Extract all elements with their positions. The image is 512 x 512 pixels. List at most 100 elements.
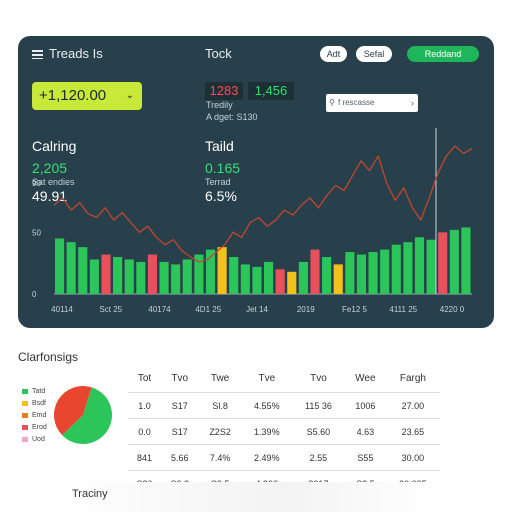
stat-left-value: 2,205 xyxy=(32,160,68,176)
x-tick-label: 4111 25 xyxy=(389,305,417,314)
volume-bar xyxy=(333,264,343,294)
volume-bar xyxy=(89,259,99,294)
volume-bar xyxy=(426,239,436,294)
table-cell: 27.00 xyxy=(385,392,440,419)
y-tick-label: 50 xyxy=(32,228,41,237)
table-header-cell: Tvo xyxy=(171,372,189,384)
table-cell: 2.49% xyxy=(241,444,293,471)
table-cell: 1.39% xyxy=(241,418,293,445)
tab-tock[interactable]: Tock xyxy=(205,46,232,61)
table-body: 1.0 S17 Sl.8 4.55% 115 36 1006 27.00 0.0 S17 Z2S2… xyxy=(128,392,440,496)
app-title: Treads Is xyxy=(32,46,103,61)
ticker-sub2: A dget: S130 xyxy=(206,112,258,122)
footer-title: Traciny xyxy=(72,488,108,500)
volume-bar xyxy=(217,247,227,294)
x-tick-label: 40114 xyxy=(51,305,73,314)
legend-label: Emd xyxy=(32,412,47,419)
legend-label: Uod xyxy=(32,436,45,443)
chevron-down-icon: ⌄ xyxy=(125,90,134,101)
table-cell: 0.0 xyxy=(128,418,161,445)
menu-icon[interactable] xyxy=(32,50,43,60)
price-tag-green: 1,456 xyxy=(248,82,294,100)
volume-bar xyxy=(264,261,274,294)
volume-bar xyxy=(229,257,239,294)
volume-bar xyxy=(205,249,216,294)
stat-right-value2: 6.5% xyxy=(205,188,237,204)
volume-bar xyxy=(287,271,297,294)
stat-left-title: Calring xyxy=(32,138,77,154)
volume-bar xyxy=(113,257,123,294)
volume-bar xyxy=(78,247,88,294)
legend-label: Tatd xyxy=(32,388,46,395)
volume-bar xyxy=(414,237,425,294)
section-title: Clarfonsigs xyxy=(18,350,79,364)
table-cell: 115 36 xyxy=(292,392,345,419)
table-row: 0.0 S17 Z2S2 1.39% S5.60 4.63 23.65 xyxy=(128,418,440,445)
x-tick-label: Jet 14 xyxy=(246,305,268,314)
volume-bar xyxy=(159,261,169,294)
table-cell: 30.00 xyxy=(385,444,440,471)
volume-bar xyxy=(345,252,355,294)
table-cell: S5.60 xyxy=(292,418,345,445)
table-cell: 4.63 xyxy=(344,418,386,445)
volume-bar xyxy=(66,242,76,294)
pill-sefal-button[interactable]: Sefal xyxy=(356,46,392,62)
table-header-row: Tot Tvo Twe Tve Tvo Wee Fargh xyxy=(128,364,440,393)
volume-bar xyxy=(171,264,181,294)
legend-swatch xyxy=(22,400,28,406)
volume-bar xyxy=(449,229,459,294)
volume-bar xyxy=(438,232,448,294)
legend-swatch xyxy=(22,436,28,442)
stat-left-value2: 49.91 xyxy=(32,188,68,204)
x-tick-label: Fe12 5 xyxy=(342,305,367,314)
table-header-cell: Wee xyxy=(355,372,376,384)
data-table: Tot Tvo Twe Tve Tvo Wee Fargh 1.0 S17 Sl.8 4.55% 1… xyxy=(128,364,440,496)
search-icon: ⚲ xyxy=(329,98,335,107)
legend-item: Erod xyxy=(22,424,47,431)
volume-bar xyxy=(461,227,471,294)
legend-label: Erod xyxy=(32,424,47,431)
volume-bar xyxy=(55,238,65,294)
legend-swatch xyxy=(22,388,28,394)
pill-adt-button[interactable]: Adt xyxy=(320,46,347,62)
x-tick-label: 2019 xyxy=(297,305,315,314)
table-row: 1.0 S17 Sl.8 4.55% 115 36 1006 27.00 xyxy=(128,392,440,419)
table-cell: 1006 xyxy=(344,392,386,419)
legend-swatch xyxy=(22,412,28,418)
price-selector[interactable]: +1,120.00 ⌄ xyxy=(32,82,142,110)
table-cell: Sl.8 xyxy=(198,392,242,419)
table-header-cell: Tve xyxy=(258,372,276,384)
search-placeholder: f rescasse xyxy=(338,98,375,107)
volume-bar xyxy=(194,254,204,294)
table-header-cell: Tvo xyxy=(310,372,327,384)
volume-bar xyxy=(310,249,320,294)
legend-item: Emd xyxy=(22,412,46,419)
table-header-cell: Tot xyxy=(137,372,152,384)
volume-bar xyxy=(147,254,157,294)
stat-right-title: Taild xyxy=(205,138,234,154)
x-tick-label: Sct 25 xyxy=(99,305,122,314)
stat-left-sub: Sat endies xyxy=(32,177,75,187)
volume-bar xyxy=(275,269,285,294)
volume-bar xyxy=(380,249,390,294)
table-cell: 2.55 xyxy=(292,444,345,471)
x-tick-label: 40174 xyxy=(148,305,171,314)
app-title-text: Treads Is xyxy=(49,46,103,61)
search-input[interactable]: ⚲ f rescasse › xyxy=(326,94,418,112)
legend-swatch xyxy=(22,424,28,430)
price-chart: 90 50 0 40114 Sct 25 40174 4D1 25 Jet 14 2019 Fe1… xyxy=(32,128,473,314)
table-cell: S17 xyxy=(160,418,199,445)
pie-slice xyxy=(54,386,92,436)
legend-label: Bsdf xyxy=(32,400,47,407)
table-row: 841 5.66 7.4% 2.49% 2.55 S55 30.00 xyxy=(128,444,440,471)
pill-reddand-button[interactable]: Reddand xyxy=(407,46,479,62)
x-tick-label: 4220 0 xyxy=(440,305,465,314)
table-header-cell: Twe xyxy=(210,372,230,384)
volume-bar xyxy=(368,252,378,294)
volume-bar xyxy=(240,264,250,294)
y-tick-label: 0 xyxy=(32,290,37,299)
stat-right-value: 0.165 xyxy=(205,160,241,176)
table-cell: 5.66 xyxy=(160,444,199,471)
price-value: +1,120.00 xyxy=(39,87,107,104)
footer-bar xyxy=(60,482,432,512)
